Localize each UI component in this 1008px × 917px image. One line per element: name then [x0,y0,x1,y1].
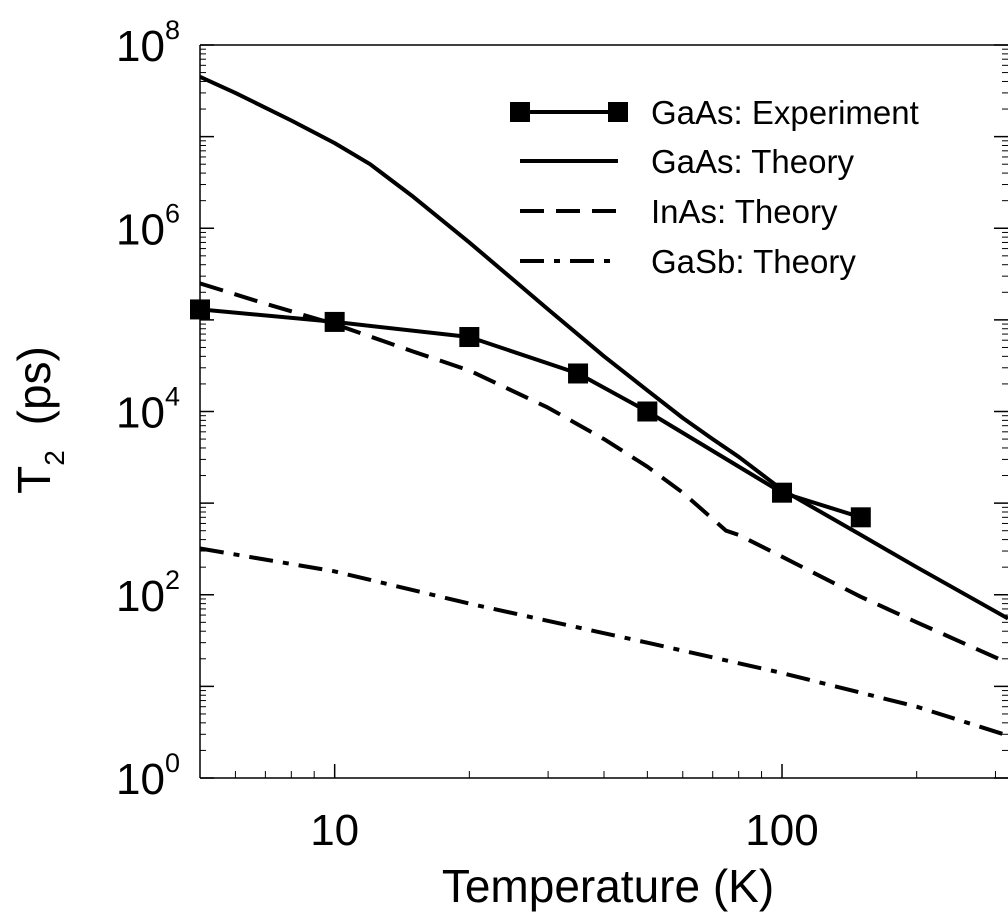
series-line-gaas-theory [200,74,1008,621]
legend-marker-square [510,102,530,122]
data-point-marker [459,327,480,348]
y-axis-title-units: (ps) [8,346,60,425]
y-axis-title: T2 (ps) [8,346,70,494]
x-tick-label: 10 [310,806,359,855]
series-line-gaas-experiment [200,307,862,520]
y-tick-base: 10 [116,755,165,804]
legend: GaAs: Experiment GaAs: Theory InAs: Theo… [510,94,919,280]
data-point-marker [637,401,658,422]
y-tick-label: 100 [116,748,180,804]
y-tick-exponent: 6 [165,198,180,228]
x-axis-title: Temperature (K) [442,860,774,912]
y-tick-exponent: 0 [165,748,180,778]
x-tick-label: 100 [745,806,818,855]
y-tick-label: 104 [116,382,180,438]
series-line-gasb-theory [200,546,1008,738]
y-tick-label: 108 [116,15,180,71]
minor-ticks [200,48,1008,778]
legend-label-gaas-theory: GaAs: Theory [651,143,854,180]
legend-entry-gasb-theory: GaSb: Theory [520,243,856,280]
y-tick-label: 106 [116,198,180,254]
y-tick-base: 10 [116,205,165,254]
y-tick-label: 102 [116,565,180,621]
y-axis-title-sub: 2 [39,450,70,466]
data-point-marker [568,363,589,384]
legend-entry-gaas-theory: GaAs: Theory [520,143,854,180]
y-tick-exponent: 8 [165,15,180,45]
legend-label-gaas-experiment: GaAs: Experiment [651,94,919,131]
legend-label-gasb-theory: GaSb: Theory [651,243,856,280]
y-axis-title-main: T [8,466,60,494]
plot-frame [199,44,1008,779]
y-tick-exponent: 2 [165,565,180,595]
y-tick-base: 10 [116,389,165,438]
data-point-marker [190,299,210,320]
legend-entry-inas-theory: InAs: Theory [520,193,838,230]
data-point-marker [324,311,345,332]
y-tick-exponent: 4 [165,382,180,412]
series-layer [190,74,1008,738]
legend-entry-gaas-experiment: GaAs: Experiment [510,94,919,131]
y-tick-base: 10 [116,22,165,71]
major-ticks [200,44,1008,779]
legend-marker-square [608,102,628,122]
series-line-inas-theory [200,281,1008,665]
legend-label-inas-theory: InAs: Theory [651,193,838,230]
y-tick-base: 10 [116,572,165,621]
data-point-marker [850,507,871,528]
svg-text:T2 (ps): T2 (ps) [8,346,70,494]
